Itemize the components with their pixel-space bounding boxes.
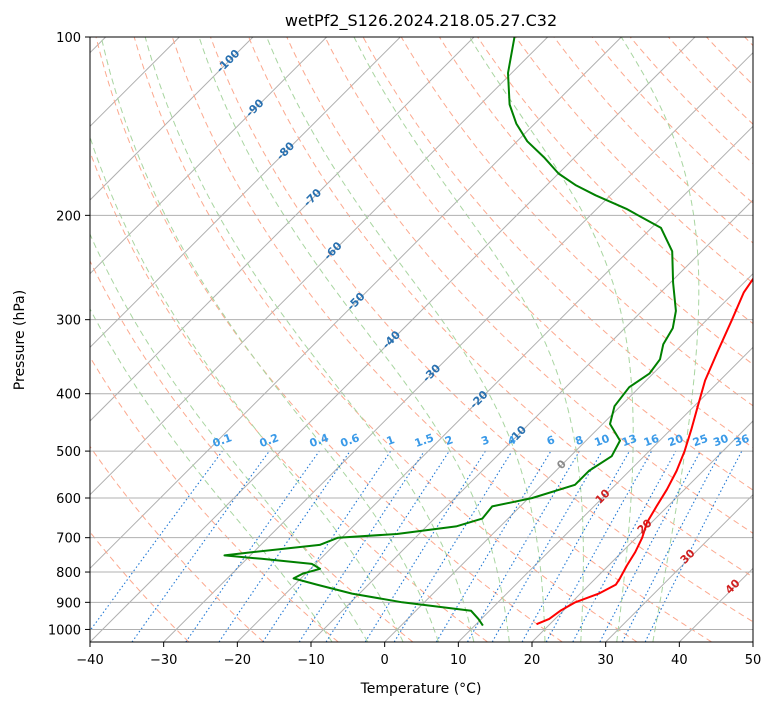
y-tick-label: 700 — [56, 532, 81, 547]
mixing-ratio-line — [131, 450, 270, 642]
isotherm-line — [163, 51, 753, 642]
y-tick-label: 300 — [56, 314, 81, 329]
x-tick-label: −30 — [150, 653, 177, 668]
moist-adiabat-line — [100, 37, 439, 642]
x-tick-label: 50 — [745, 653, 762, 668]
moist-adiabat-line — [144, 37, 475, 642]
plot-area: -100-90-80-70-60-50-40-30-20-100.1 0.2 0.4… — [90, 37, 753, 642]
moist-adiabat-line — [90, 308, 333, 642]
dry-adiabat-line — [324, 37, 753, 491]
mixing-ratio-line — [521, 450, 630, 642]
y-axis-label: Pressure (hPa) — [12, 290, 28, 390]
dry-adiabat-line — [248, 37, 753, 578]
mixing-ratio-line — [185, 450, 320, 642]
isotherm-line — [90, 37, 254, 201]
y-tick-label: 100 — [56, 31, 81, 46]
x-tick-label: 20 — [524, 653, 541, 668]
isotherm-lines — [90, 37, 753, 642]
mixing-ratio-line — [262, 450, 392, 642]
dry-adiabat-line — [90, 445, 264, 642]
mixing-ratio-label: 0.2 — [258, 431, 281, 450]
x-tick-label: −20 — [224, 653, 251, 668]
isotherm-line — [90, 37, 401, 349]
mixing-ratio-label: 8 — [573, 433, 585, 448]
isotherm-line — [90, 37, 475, 422]
mixing-ratio-label: 3 — [479, 433, 491, 448]
mixing-ratio-line — [572, 450, 677, 642]
isotherm-line — [457, 346, 753, 642]
isotherm-line — [90, 37, 549, 496]
dry-adiabat-lines — [90, 37, 753, 642]
plot-frame — [89, 36, 754, 643]
x-axis-label: Temperature (°C) — [360, 681, 482, 697]
y-tick-label: 1000 — [48, 623, 81, 638]
isotherm-line — [605, 493, 753, 642]
mixing-ratio-label: 1.5 — [413, 431, 436, 450]
dry-adiabat-line — [90, 356, 339, 642]
mixing-ratio-lines — [90, 450, 743, 642]
mixing-ratio-label: 2 — [443, 433, 455, 448]
mixing-ratio-label: 10 — [593, 432, 612, 450]
mixing-ratio-label: 4 — [506, 433, 518, 448]
dry-adiabat-line — [286, 37, 753, 534]
mixing-ratio-line — [644, 450, 743, 642]
dry-adiabat-line — [133, 37, 638, 642]
y-tick-label: 600 — [56, 492, 81, 507]
mixing-ratio-label: 20 — [666, 432, 685, 450]
isotherm-line — [384, 272, 753, 642]
x-tick-label: 0 — [381, 653, 389, 668]
mixing-ratio-label: 0.1 — [211, 431, 234, 450]
y-tick-label: 900 — [56, 596, 81, 611]
moist-adiabat-line — [198, 37, 510, 642]
y-tick-label: 200 — [56, 209, 81, 224]
mixing-ratio-label: 36 — [732, 432, 751, 450]
mixing-ratio-label: 0.6 — [339, 431, 362, 450]
moist-adiabat-line — [90, 135, 404, 642]
mixing-ratio-label: 1 — [385, 433, 397, 448]
chart-title: wetPf2_S126.2024.218.05.27.C32 — [285, 11, 557, 31]
mixing-ratio-label: 16 — [642, 432, 661, 450]
mixing-ratio-label: 25 — [691, 432, 710, 449]
mixing-ratio-line — [90, 450, 223, 632]
dry-adiabat-line — [90, 259, 414, 642]
axes: −40 −30 −20 −10 0 10 20 30 40 50 1000 900 800 700 600 5… — [48, 31, 761, 668]
x-tick-label: 10 — [450, 653, 467, 668]
isotherm-line — [531, 420, 753, 642]
x-tick-label: 40 — [671, 653, 688, 668]
dewpoint-profile-line — [223, 37, 677, 627]
dry-adiabat-line — [95, 37, 563, 642]
mixing-ratio-label: 13 — [620, 432, 639, 449]
isotherm-line — [90, 37, 696, 642]
moist-adiabat-line — [620, 37, 700, 642]
mixing-ratio-label: 30 — [711, 432, 730, 450]
y-tick-label: 500 — [56, 445, 81, 460]
dry-adiabat-line — [171, 37, 712, 642]
sounding-series — [223, 37, 753, 627]
pressure-gridlines — [90, 37, 753, 630]
moist-adiabat-line — [90, 232, 369, 642]
moist-adiabat-lines — [90, 37, 700, 642]
x-tick-label: −10 — [297, 653, 324, 668]
y-tick-label: 800 — [56, 566, 81, 581]
mixing-ratio-line — [298, 450, 425, 642]
mixing-ratio-line — [325, 450, 450, 642]
y-tick-label: 400 — [56, 388, 81, 403]
temperature-profile-line — [536, 277, 753, 626]
mixing-ratio-line — [545, 450, 653, 642]
mixing-ratio-label: 6 — [545, 433, 557, 448]
x-tick-label: 30 — [597, 653, 614, 668]
moist-adiabat-line — [266, 37, 546, 642]
mixing-ratio-label: 0.4 — [308, 431, 331, 450]
mixing-ratio-line — [393, 450, 513, 642]
dry-adiabat-line — [210, 37, 753, 623]
isotherm-line — [90, 37, 622, 570]
x-tick-label: −40 — [76, 653, 103, 668]
isotherm-line — [236, 125, 753, 642]
isotherm-line — [90, 37, 328, 275]
mixing-ratio-line — [218, 450, 351, 642]
